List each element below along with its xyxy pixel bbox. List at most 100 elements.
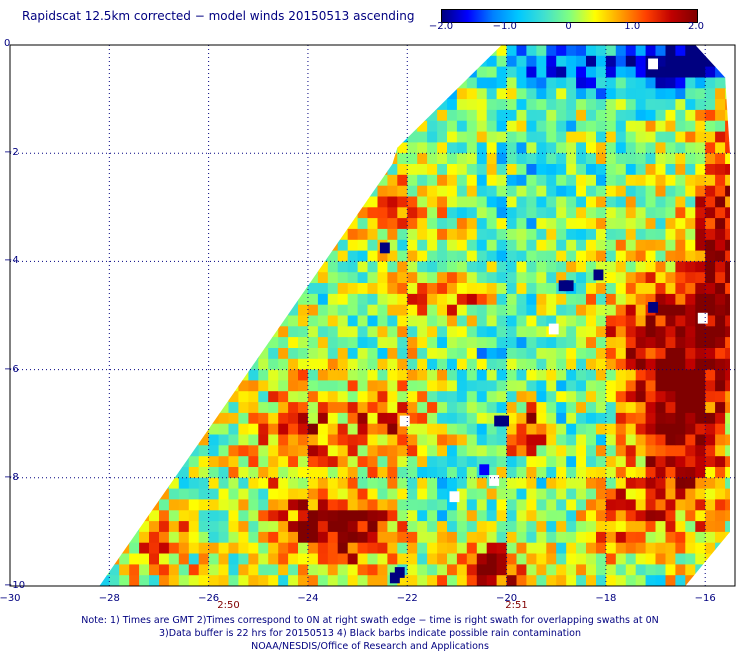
wind-cell xyxy=(178,337,190,349)
wind-cell xyxy=(387,391,398,403)
wind-cell xyxy=(566,337,577,349)
wind-cell xyxy=(556,499,567,511)
wind-cell xyxy=(30,132,41,143)
wind-cell xyxy=(367,77,378,89)
wind-cell xyxy=(40,326,51,337)
wind-cell xyxy=(99,326,110,338)
wind-cell xyxy=(119,531,130,544)
wind-cell xyxy=(119,402,130,414)
wind-cell xyxy=(298,164,309,176)
wind-cell xyxy=(248,283,259,295)
wind-cell xyxy=(596,142,607,154)
wind-cell xyxy=(556,239,567,252)
wind-cell xyxy=(596,445,607,457)
wind-cell xyxy=(159,293,170,306)
wind-cell xyxy=(99,542,100,555)
wind-cell xyxy=(447,586,458,597)
wind-cell xyxy=(298,348,309,360)
wind-cell xyxy=(556,510,567,522)
wind-cell xyxy=(526,456,537,468)
wind-cell xyxy=(447,293,458,306)
wind-cell xyxy=(675,55,686,68)
wind-cell xyxy=(20,272,31,283)
wind-cell xyxy=(149,445,160,457)
wind-cell xyxy=(149,499,160,511)
wind-cell xyxy=(556,542,567,555)
wind-cell xyxy=(645,369,657,381)
wind-cell xyxy=(536,66,547,78)
wind-cell xyxy=(298,185,309,198)
wind-cell xyxy=(317,358,329,371)
wind-cell xyxy=(556,445,567,457)
wind-cell xyxy=(278,445,289,457)
wind-cell xyxy=(238,402,249,414)
wind-cell xyxy=(476,423,488,436)
wind-cell xyxy=(268,45,279,57)
wind-cell xyxy=(566,45,577,57)
wind-cell xyxy=(178,358,190,371)
wind-cell xyxy=(268,261,279,273)
wind-cell xyxy=(586,488,597,500)
wind-cell xyxy=(625,185,637,198)
wind-cell xyxy=(30,499,41,510)
wind-cell xyxy=(40,261,51,272)
wind-cell xyxy=(288,131,299,143)
wind-cell xyxy=(566,164,577,176)
wind-cell xyxy=(546,499,557,511)
wind-cell xyxy=(307,272,319,284)
wind-cell xyxy=(645,456,657,468)
wind-cell xyxy=(605,575,617,586)
wind-cell xyxy=(357,66,369,78)
wind-cell xyxy=(178,510,190,522)
wind-cell xyxy=(298,131,309,143)
wind-cell xyxy=(139,456,150,468)
wind-cell xyxy=(188,326,200,338)
wind-cell xyxy=(427,488,438,500)
wind-cell xyxy=(655,391,666,403)
wind-cell xyxy=(715,261,726,273)
wind-cell xyxy=(665,369,676,381)
wind-cell xyxy=(417,445,428,457)
wind-cell xyxy=(377,456,388,468)
wind-cell xyxy=(30,424,41,435)
wind-cell xyxy=(625,131,637,143)
wind-cell xyxy=(60,283,70,294)
wind-cell xyxy=(476,261,488,273)
wind-cell xyxy=(427,109,438,122)
wind-cell xyxy=(159,185,170,198)
wind-cell xyxy=(60,586,70,597)
wind-cell xyxy=(218,499,230,511)
wind-cell xyxy=(675,575,686,586)
wind-cell xyxy=(615,250,627,262)
wind-cell xyxy=(526,174,537,187)
wind-cell xyxy=(615,207,627,219)
wind-cell xyxy=(337,434,349,446)
wind-cell xyxy=(685,358,696,371)
wind-cell xyxy=(526,207,537,219)
wind-cell xyxy=(159,109,170,122)
wind-cell xyxy=(238,66,249,78)
wind-cell xyxy=(159,380,170,392)
wind-cell xyxy=(278,369,289,381)
wind-cell xyxy=(407,423,418,436)
wind-cell xyxy=(317,326,329,338)
wind-cell xyxy=(407,185,418,198)
wind-cell xyxy=(178,521,190,533)
wind-cell xyxy=(208,164,220,176)
wind-cell xyxy=(208,207,220,219)
wind-cell xyxy=(486,120,498,133)
wind-cell xyxy=(735,175,740,186)
wind-cell xyxy=(99,575,110,586)
wind-cell xyxy=(178,45,190,57)
wind-cell xyxy=(307,131,319,143)
wind-cell xyxy=(496,315,508,327)
wind-cell xyxy=(238,467,249,479)
wind-cell xyxy=(337,467,349,479)
wind-cell xyxy=(278,456,289,468)
wind-cell xyxy=(447,402,458,414)
wind-cell xyxy=(298,315,309,327)
wind-cell xyxy=(387,239,398,252)
wind-cell xyxy=(198,218,210,230)
wind-cell xyxy=(20,359,31,370)
wind-cell xyxy=(198,575,210,586)
